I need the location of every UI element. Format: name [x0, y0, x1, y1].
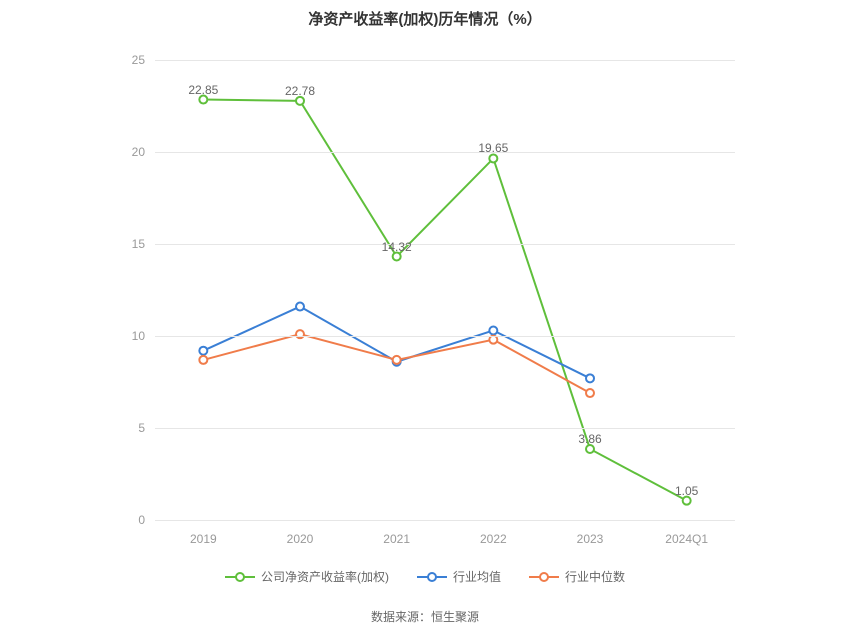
data-label: 14.32 [382, 240, 412, 254]
series-marker-industry_median [199, 356, 207, 364]
series-marker-industry_avg [489, 326, 497, 334]
legend-swatch-icon [529, 570, 559, 584]
legend-item-industry_avg[interactable]: 行业均值 [417, 568, 501, 585]
data-label: 19.65 [478, 142, 508, 156]
roe-chart: 净资产收益率(加权)历年情况（%） 0510152025201920202021… [0, 0, 850, 637]
series-marker-industry_avg [199, 347, 207, 355]
gridline [155, 336, 735, 337]
series-marker-company [296, 97, 304, 105]
legend-item-industry_median[interactable]: 行业中位数 [529, 568, 625, 585]
y-tick-label: 0 [138, 513, 155, 527]
series-svg [155, 60, 735, 520]
legend-label: 行业均值 [453, 568, 501, 585]
series-marker-industry_median [393, 356, 401, 364]
series-marker-company [199, 96, 207, 104]
series-marker-industry_avg [586, 374, 594, 382]
gridline [155, 428, 735, 429]
x-tick-label: 2024Q1 [665, 520, 708, 546]
legend-label: 行业中位数 [565, 568, 625, 585]
x-tick-label: 2022 [480, 520, 507, 546]
y-tick-label: 15 [132, 237, 155, 251]
legend-label: 公司净资产收益率(加权) [261, 568, 389, 585]
gridline [155, 152, 735, 153]
series-line-company [203, 100, 686, 501]
x-tick-label: 2020 [287, 520, 314, 546]
data-label: 22.78 [285, 84, 315, 98]
legend-item-company[interactable]: 公司净资产收益率(加权) [225, 568, 389, 585]
chart-title: 净资产收益率(加权)历年情况（%） [0, 8, 850, 29]
series-line-industry_avg [203, 307, 590, 379]
y-tick-label: 20 [132, 145, 155, 159]
series-marker-industry_avg [296, 303, 304, 311]
y-tick-label: 10 [132, 329, 155, 343]
gridline [155, 244, 735, 245]
data-label: 3.86 [578, 432, 601, 446]
legend-swatch-icon [225, 570, 255, 584]
series-marker-company [683, 497, 691, 505]
series-marker-company [586, 445, 594, 453]
plot-area: 0510152025201920202021202220232024Q122.8… [155, 60, 735, 520]
gridline [155, 520, 735, 521]
gridline [155, 60, 735, 61]
x-tick-label: 2021 [383, 520, 410, 546]
series-marker-industry_median [586, 389, 594, 397]
data-source: 数据来源：恒生聚源 [0, 608, 850, 625]
data-label: 22.85 [188, 83, 218, 97]
y-tick-label: 25 [132, 53, 155, 67]
data-label: 1.05 [675, 484, 698, 498]
legend: 公司净资产收益率(加权) 行业均值 行业中位数 [0, 568, 850, 585]
y-tick-label: 5 [138, 421, 155, 435]
x-tick-label: 2019 [190, 520, 217, 546]
x-tick-label: 2023 [577, 520, 604, 546]
legend-swatch-icon [417, 570, 447, 584]
series-marker-company [393, 253, 401, 261]
